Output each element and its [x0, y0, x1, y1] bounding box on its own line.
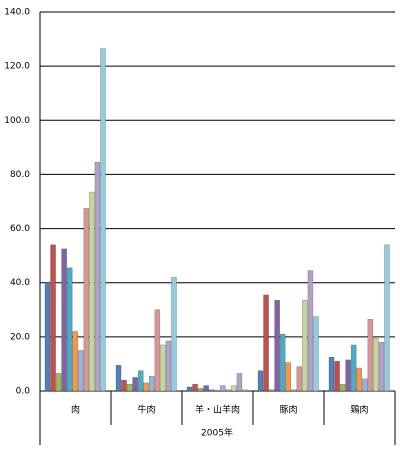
y-tick-label: 80.0 [10, 170, 30, 180]
bar [231, 385, 237, 392]
bar [313, 316, 319, 392]
bar [367, 319, 374, 392]
bar [328, 356, 335, 392]
bar [121, 379, 127, 392]
bar [350, 344, 357, 392]
bar [137, 370, 144, 392]
bar [236, 373, 243, 392]
x-tick-label: 羊・山羊肉 [195, 404, 240, 416]
bar [268, 389, 275, 392]
bar [143, 382, 150, 392]
y-tick-label: 140.0 [4, 8, 30, 18]
y-tick-label: 20.0 [10, 332, 30, 342]
bar [89, 191, 95, 392]
bar [50, 244, 56, 392]
bar [225, 389, 232, 392]
bar [44, 282, 51, 392]
bar [83, 208, 90, 392]
bar [94, 161, 101, 392]
x-tick-label: 牛肉 [137, 404, 155, 416]
bar [307, 270, 314, 392]
x-tick-label: 豚肉 [279, 404, 297, 416]
bar [378, 342, 385, 392]
y-tick-label: 0.0 [16, 387, 31, 397]
bar [72, 331, 79, 392]
bar [362, 378, 368, 392]
bar [132, 377, 138, 392]
bar [373, 337, 379, 392]
x-tick-label: 鶏肉 [350, 404, 368, 416]
bar [274, 300, 280, 392]
y-tick-label: 100.0 [4, 116, 30, 126]
bar [154, 309, 161, 392]
bar [197, 388, 204, 392]
bar [100, 48, 106, 392]
bar [356, 367, 363, 392]
bar [242, 389, 248, 392]
bar [66, 267, 73, 392]
bar [115, 365, 122, 392]
bar [302, 300, 308, 392]
bar [263, 294, 269, 392]
bar [55, 373, 62, 392]
bar [160, 344, 166, 392]
y-tick-label: 40.0 [10, 278, 30, 288]
bar [171, 277, 177, 392]
bar [61, 248, 67, 392]
bar [220, 385, 226, 392]
bar [279, 333, 286, 392]
x-tick-label: 肉 [71, 404, 80, 416]
bar [384, 244, 390, 392]
y-tick-label: 60.0 [10, 224, 30, 234]
bar [203, 385, 209, 392]
bar [334, 360, 340, 392]
bar [208, 389, 215, 392]
bar [149, 375, 155, 392]
bar [186, 386, 193, 392]
bar [257, 370, 264, 392]
x-axis-label: 2005年 [201, 427, 233, 439]
bar [192, 383, 198, 392]
bar [78, 350, 84, 392]
bar [285, 362, 292, 392]
bar [214, 389, 221, 392]
bar [126, 383, 133, 392]
bar [296, 366, 303, 392]
bar [345, 359, 351, 392]
bar [339, 383, 346, 392]
bar [291, 389, 297, 392]
y-tick-label: 120.0 [4, 62, 30, 72]
bar [165, 340, 172, 392]
